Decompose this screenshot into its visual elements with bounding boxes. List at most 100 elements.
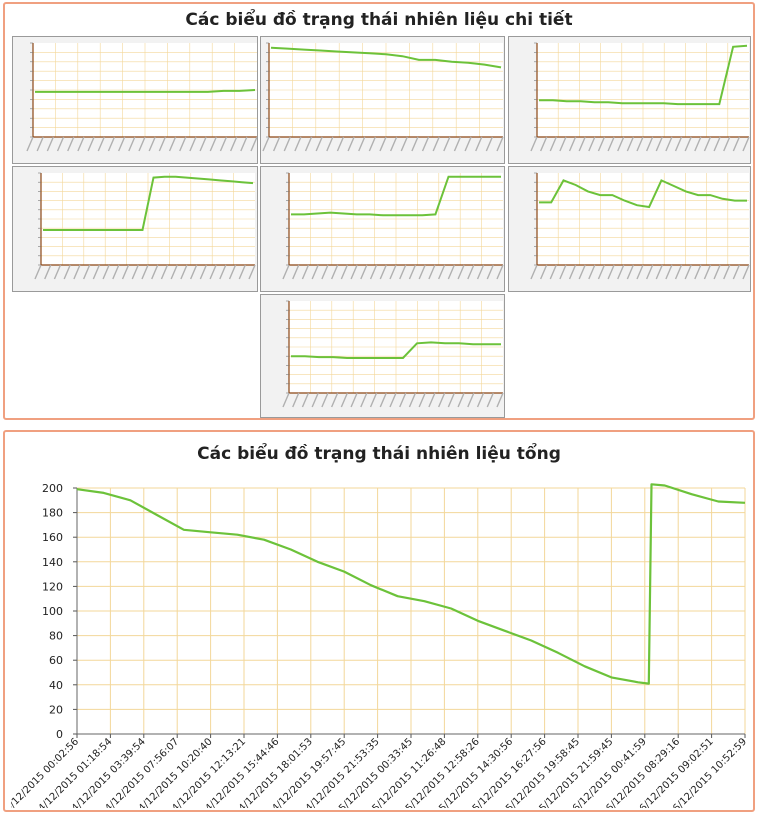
x-tick-label-placeholder: [311, 264, 319, 280]
x-tick-label-placeholder: [437, 264, 446, 280]
x-tick-label-placeholder: [282, 264, 290, 280]
x-tick-label-placeholder: [626, 264, 635, 280]
x-tick-label-placeholder: [432, 136, 440, 152]
x-tick-label-placeholder: [457, 392, 465, 408]
x-tick-label-placeholder: [428, 264, 436, 280]
x-tick-label-placeholder: [713, 264, 721, 280]
x-tick-label-placeholder: [476, 392, 485, 408]
x-tick-label-placeholder: [112, 264, 120, 280]
y-tick-label: 180: [42, 507, 63, 520]
series-line: [270, 46, 502, 69]
y-tick-label: 160: [42, 531, 63, 544]
x-tick-label-placeholder: [360, 264, 368, 280]
x-tick-label-placeholder: [73, 264, 81, 280]
mini-chart-svg: [34, 172, 256, 280]
y-tick-label: 80: [49, 630, 63, 643]
x-tick-label-placeholder: [209, 136, 217, 152]
x-tick-label-placeholder: [350, 264, 358, 280]
x-tick-label-placeholder: [340, 264, 349, 280]
x-tick-label-placeholder: [437, 392, 446, 408]
x-tick-label-placeholder: [539, 264, 548, 280]
x-tick-label-placeholder: [168, 136, 177, 152]
x-tick-label-placeholder: [447, 392, 456, 408]
x-tick-label-placeholder: [467, 264, 475, 280]
mini-chart-4: [12, 166, 258, 292]
x-tick-label-placeholder: [219, 136, 228, 152]
x-tick-label-placeholder: [97, 136, 105, 152]
x-tick-label-placeholder: [240, 136, 248, 152]
mini-chart-svg: [282, 300, 504, 408]
x-tick-label-placeholder: [158, 136, 167, 152]
x-tick-label-placeholder: [559, 264, 567, 280]
y-tick-label: 100: [42, 605, 63, 618]
x-tick-label-placeholder: [121, 264, 130, 280]
x-tick-label-placeholder: [411, 136, 419, 152]
mini-chart-7: [260, 294, 505, 418]
x-tick-label-placeholder: [467, 392, 475, 408]
x-tick-label-placeholder: [655, 136, 663, 152]
x-tick-label-placeholder: [56, 136, 65, 152]
mini-chart-svg: [530, 42, 750, 152]
x-tick-label-placeholder: [248, 264, 256, 280]
x-tick-label-placeholder: [723, 264, 731, 280]
mini-chart-svg: [282, 172, 504, 280]
x-tick-label-placeholder: [578, 264, 586, 280]
total-panel-title: Các biểu đồ trạng thái nhiên liệu tổng: [197, 444, 561, 464]
mini-chart-6: [508, 166, 751, 292]
x-tick-label-placeholder: [674, 264, 683, 280]
x-tick-label-placeholder: [92, 264, 101, 280]
series-line: [35, 89, 256, 93]
series-line: [291, 175, 501, 217]
x-tick-label-placeholder: [418, 392, 426, 408]
x-tick-label-placeholder: [368, 136, 377, 152]
x-tick-label-placeholder: [732, 136, 741, 152]
mini-chart-svg: [262, 42, 504, 152]
x-tick-label-placeholder: [703, 136, 712, 152]
x-tick-label-placeholder: [219, 264, 227, 280]
x-tick-label-placeholder: [179, 136, 187, 152]
y-tick-label: 0: [56, 728, 63, 741]
y-tick-label: 60: [49, 654, 63, 667]
x-tick-label-placeholder: [189, 136, 197, 152]
x-tick-label-placeholder: [568, 136, 577, 152]
x-tick-label-placeholder: [428, 392, 436, 408]
x-tick-label-placeholder: [189, 264, 198, 280]
x-tick-label-placeholder: [539, 136, 548, 152]
x-tick-label-placeholder: [732, 264, 741, 280]
mini-chart-1: [12, 36, 258, 164]
x-tick-label-placeholder: [597, 264, 606, 280]
x-tick-label-placeholder: [597, 136, 606, 152]
x-tick-label-placeholder: [199, 264, 208, 280]
x-tick-label-placeholder: [63, 264, 71, 280]
x-tick-label-placeholder: [530, 136, 538, 152]
x-tick-label-placeholder: [330, 392, 339, 408]
x-tick-label-placeholder: [128, 136, 136, 152]
y-tick-label: 20: [49, 703, 63, 716]
x-tick-label-placeholder: [304, 136, 313, 152]
x-tick-label-placeholder: [549, 136, 557, 152]
x-tick-label-placeholder: [292, 264, 300, 280]
x-tick-label-placeholder: [694, 136, 702, 152]
x-tick-label-placeholder: [723, 136, 731, 152]
x-tick-label-placeholder: [294, 136, 302, 152]
x-tick-label-placeholder: [209, 264, 217, 280]
x-tick-label-placeholder: [107, 136, 116, 152]
mini-chart-svg: [26, 42, 257, 152]
x-tick-label-placeholder: [315, 136, 323, 152]
x-tick-label-placeholder: [301, 264, 310, 280]
x-tick-label-placeholder: [559, 136, 567, 152]
x-tick-label-placeholder: [389, 264, 397, 280]
x-tick-label-placeholder: [321, 392, 329, 408]
mini-chart-3: [508, 36, 751, 164]
x-tick-label-placeholder: [457, 264, 465, 280]
x-tick-label-placeholder: [358, 136, 366, 152]
x-tick-label-placeholder: [369, 264, 378, 280]
x-tick-label-placeholder: [250, 136, 257, 152]
x-tick-label-placeholder: [475, 136, 483, 152]
x-tick-label-placeholder: [379, 264, 387, 280]
x-tick-label-placeholder: [694, 264, 702, 280]
x-tick-label-placeholder: [336, 136, 345, 152]
x-tick-label-placeholder: [742, 264, 750, 280]
x-tick-label-placeholder: [665, 264, 673, 280]
series-line: [539, 44, 748, 106]
